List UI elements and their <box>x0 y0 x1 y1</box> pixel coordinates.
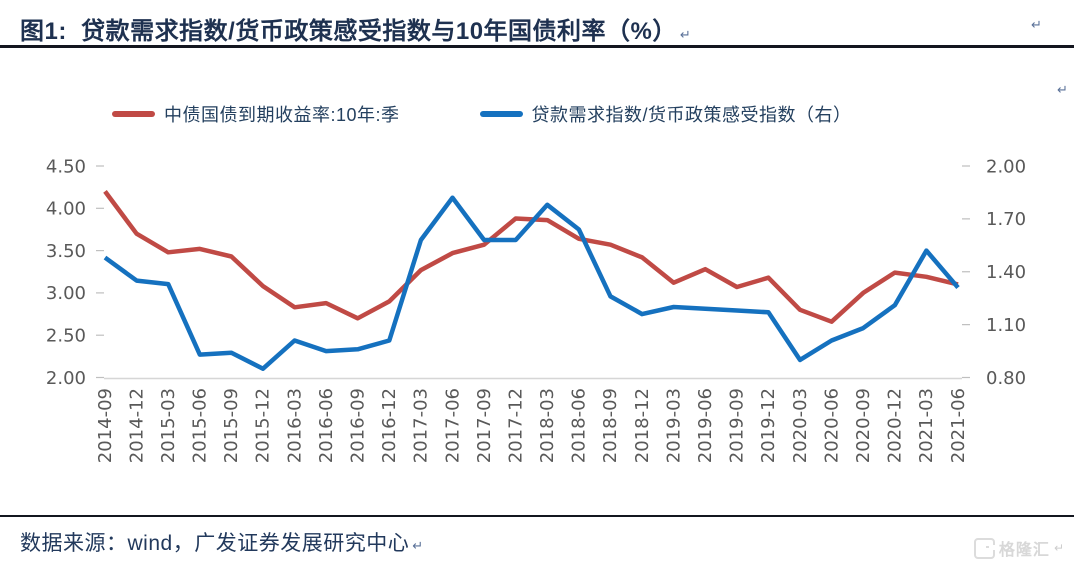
x-axis-tick-label: 2016-06 <box>316 388 337 463</box>
x-axis-tick-label: 2019-12 <box>758 388 779 463</box>
title-divider <box>0 45 1074 48</box>
chart-legend: 中债国债到期收益率:10年:季 贷款需求指数/货币政策感受指数（右） <box>112 101 852 127</box>
left-axis-tick-label: 2.00 <box>46 368 86 389</box>
figure-title: 图1: 贷款需求指数/货币政策感受指数与10年国债利率（%） <box>20 18 677 45</box>
x-axis-tick-label: 2015-09 <box>221 388 242 463</box>
x-axis-tick-label: 2020-09 <box>853 388 874 463</box>
x-axis-tick-label: 2017-06 <box>442 388 463 463</box>
x-axis-tick-label: 2018-06 <box>569 388 590 463</box>
x-axis-tick-label: 2020-03 <box>790 388 811 463</box>
gelonghui-logo-icon <box>973 537 996 559</box>
legend-label-bond-yield: 中债国债到期收益率:10年:季 <box>164 105 400 125</box>
right-axis-tick-label: 2.00 <box>986 156 1026 177</box>
left-axis-labels: 4.50 4.00 3.50 3.00 2.50 2.00 <box>46 156 104 389</box>
watermark-text: 格隆汇 <box>998 542 1050 559</box>
loan-demand-ratio-line <box>103 195 960 371</box>
left-axis-tick-label: 4.00 <box>46 199 86 220</box>
x-axis-tick-label: 2021-03 <box>916 388 937 463</box>
paragraph-mark-icon: ↵ <box>412 538 424 553</box>
x-axis-tick-label: 2014-09 <box>95 388 116 463</box>
right-axis-tick-label: 1.70 <box>986 209 1026 230</box>
right-axis-tick-label: 1.40 <box>986 262 1026 283</box>
x-axis-tick-label: 2015-12 <box>253 388 274 463</box>
paragraph-mark-icon: ↵ <box>1053 541 1064 555</box>
paragraph-mark-icon: ↵ <box>1031 17 1042 32</box>
legend-label-loan-demand-ratio: 贷款需求指数/货币政策感受指数（右） <box>531 105 852 125</box>
x-axis-tick-label: 2019-06 <box>695 388 716 463</box>
right-axis-labels: 2.00 1.70 1.40 1.10 0.80 <box>962 156 1026 389</box>
legend-item-bond-yield: 中债国债到期收益率:10年:季 <box>112 101 400 127</box>
bond-yield-line <box>103 190 959 324</box>
x-axis-tick-label: 2017-03 <box>411 388 432 463</box>
left-axis-tick-label: 3.50 <box>46 241 86 262</box>
figure-title-row: 图1: 贷款需求指数/货币政策感受指数与10年国债利率（%） ↵ <box>20 11 691 46</box>
x-axis-tick-label: 2017-12 <box>505 388 526 463</box>
left-axis-tick-label: 4.50 <box>46 156 86 177</box>
x-axis-tick-label: 2018-03 <box>537 388 558 463</box>
x-axis-tick-label: 2018-12 <box>632 388 653 463</box>
x-axis-tick-label: 2015-06 <box>190 388 211 463</box>
paragraph-mark-icon: ↵ <box>1057 82 1068 97</box>
legend-swatch-blue <box>479 111 523 117</box>
x-axis-tick-label: 2015-03 <box>158 388 179 463</box>
legend-swatch-red <box>112 111 155 117</box>
source-row: 数据来源：wind，广发证券发展研究中心 ↵ <box>20 527 423 557</box>
source-text: 数据来源：wind，广发证券发展研究中心 <box>20 532 410 555</box>
x-axis-labels: 2014-09 2014-12 2015-03 2015-06 2015-09 2015-… <box>95 388 969 463</box>
footer-divider <box>0 515 1074 517</box>
left-axis-tick-label: 2.50 <box>46 326 86 347</box>
x-axis-tick-label: 2016-12 <box>379 388 400 463</box>
right-axis-tick-label: 0.80 <box>986 368 1026 389</box>
right-axis-tick-label: 1.10 <box>986 315 1026 336</box>
x-axis-tick-label: 2016-09 <box>348 388 369 463</box>
x-axis-tick-label: 2021-06 <box>948 388 969 463</box>
gelonghui-watermark: 格隆汇 ↵ <box>973 536 1064 560</box>
paragraph-mark-icon: ↵ <box>679 27 691 42</box>
x-axis-tick-label: 2017-09 <box>474 388 495 463</box>
x-axis-tick-label: 2019-03 <box>663 388 684 463</box>
x-axis-tick-label: 2018-09 <box>600 388 621 463</box>
x-axis-tick-label: 2019-09 <box>727 388 748 463</box>
x-axis-tick-label: 2020-06 <box>821 388 842 463</box>
left-axis-tick-label: 3.00 <box>46 283 86 304</box>
x-axis-tick-label: 2020-12 <box>885 388 906 463</box>
x-axis-tick-label: 2014-12 <box>126 388 147 463</box>
legend-item-loan-demand-ratio: 贷款需求指数/货币政策感受指数（右） <box>479 101 852 127</box>
x-axis-tick-label: 2016-03 <box>284 388 305 463</box>
